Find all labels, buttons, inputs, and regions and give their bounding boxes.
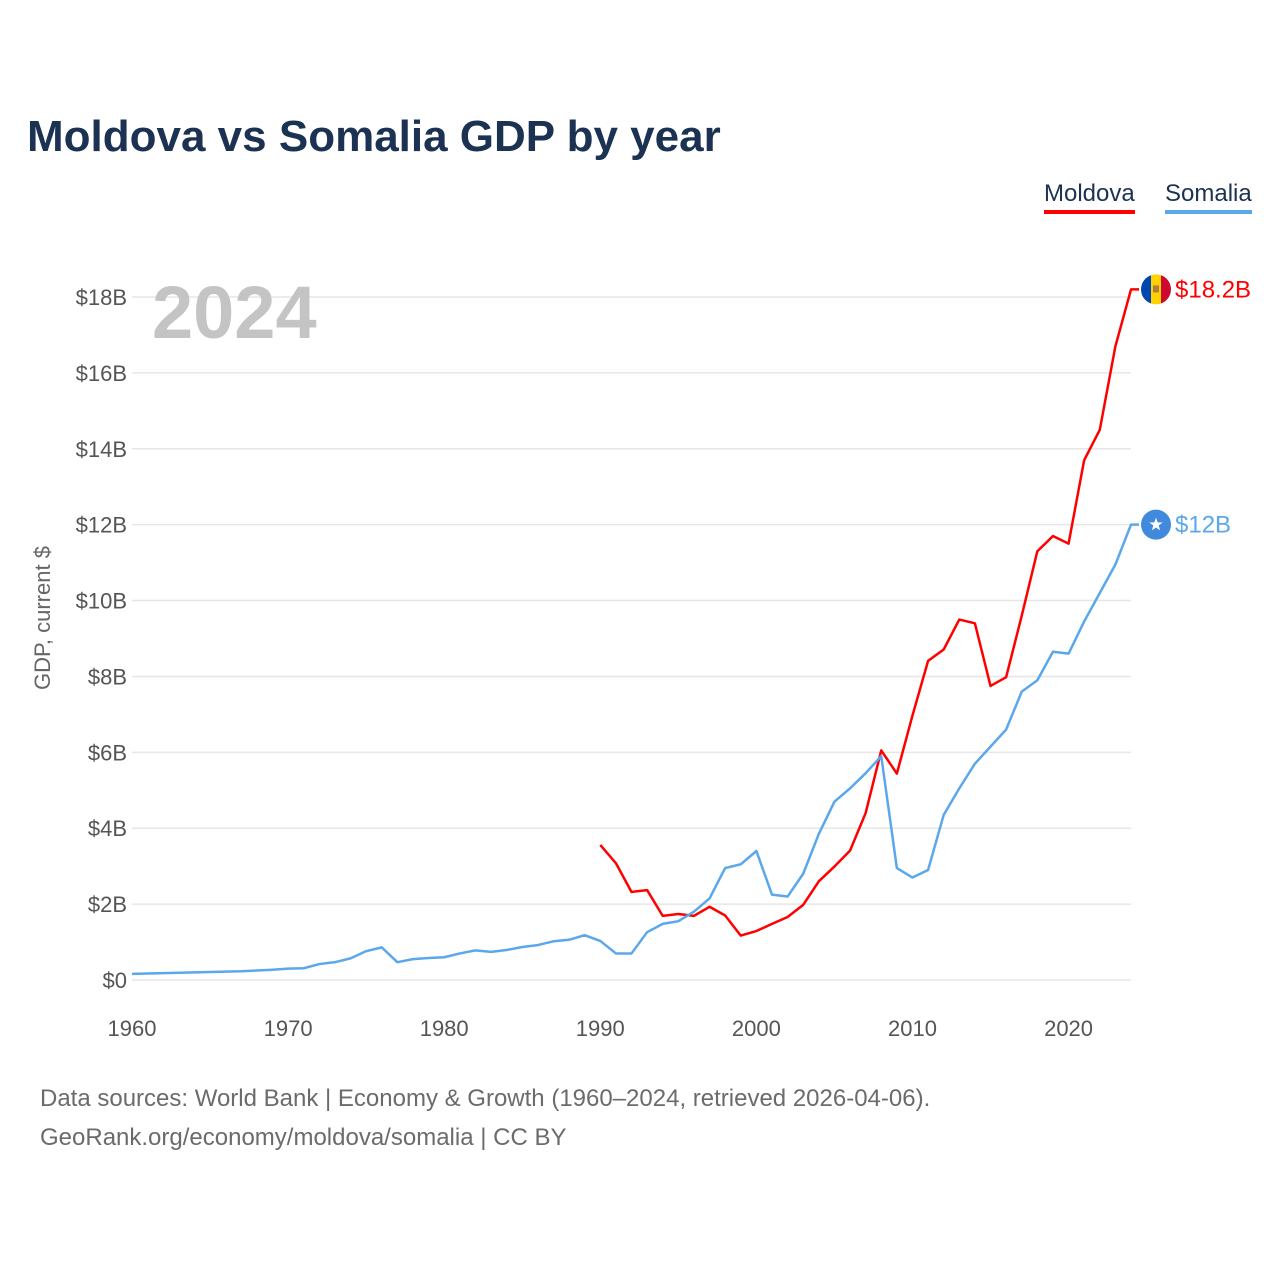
x-tick-label: 1980 xyxy=(420,1016,469,1041)
footer-link[interactable]: GeoRank.org/economy/moldova/somalia | CC… xyxy=(40,1124,567,1151)
chart-title: Moldova vs Somalia GDP by year xyxy=(27,112,721,161)
series-line-somalia xyxy=(131,523,1139,976)
moldova-flag-icon xyxy=(1141,274,1171,305)
x-tick-label: 1990 xyxy=(576,1016,625,1041)
series-line-moldova xyxy=(599,288,1139,937)
y-tick-label: $6B xyxy=(88,740,127,765)
y-tick-label: $16B xyxy=(76,361,127,386)
y-tick-label: $8B xyxy=(88,664,127,689)
legend-somalia[interactable]: Somalia xyxy=(1165,180,1252,214)
somalia-flag-icon xyxy=(1141,509,1171,540)
x-tick-label: 2010 xyxy=(888,1016,937,1041)
year-label: 2024 xyxy=(152,271,317,354)
x-tick-label: 1970 xyxy=(264,1016,313,1041)
footer-sources: Data sources: World Bank | Economy & Gro… xyxy=(40,1085,931,1112)
y-tick-label: $0 xyxy=(103,968,127,993)
y-tick-label: $2B xyxy=(88,892,127,917)
legend-moldova[interactable]: Moldova xyxy=(1044,180,1135,214)
y-tick-label: $14B xyxy=(76,437,127,462)
y-tick-label: $4B xyxy=(88,816,127,841)
end-value-label-moldova: $18.2B xyxy=(1175,276,1251,303)
y-tick-label: $12B xyxy=(76,513,127,538)
y-tick-label: $10B xyxy=(76,589,127,614)
x-tick-label: 2000 xyxy=(732,1016,781,1041)
end-value-label-somalia: $12B xyxy=(1175,512,1231,539)
y-tick-label: $18B xyxy=(76,285,127,310)
y-axis-label: GDP, current $ xyxy=(30,546,55,690)
x-tick-label: 2020 xyxy=(1044,1016,1093,1041)
x-tick-label: 1960 xyxy=(108,1016,157,1041)
